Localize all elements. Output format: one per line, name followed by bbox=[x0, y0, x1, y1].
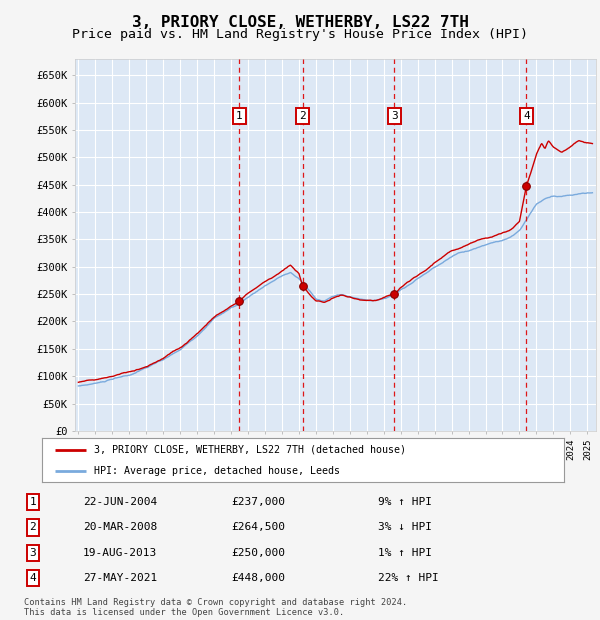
Text: HPI: Average price, detached house, Leeds: HPI: Average price, detached house, Leed… bbox=[94, 466, 340, 476]
Text: 22-JUN-2004: 22-JUN-2004 bbox=[83, 497, 157, 507]
Text: 27-MAY-2021: 27-MAY-2021 bbox=[83, 574, 157, 583]
Text: 2: 2 bbox=[29, 523, 37, 533]
Text: 9% ↑ HPI: 9% ↑ HPI bbox=[378, 497, 432, 507]
Text: £448,000: £448,000 bbox=[231, 574, 285, 583]
Text: 3: 3 bbox=[29, 548, 37, 558]
Text: 19-AUG-2013: 19-AUG-2013 bbox=[83, 548, 157, 558]
Text: 1% ↑ HPI: 1% ↑ HPI bbox=[378, 548, 432, 558]
Text: 1: 1 bbox=[236, 112, 242, 122]
Text: Price paid vs. HM Land Registry's House Price Index (HPI): Price paid vs. HM Land Registry's House … bbox=[72, 29, 528, 41]
Text: 4: 4 bbox=[29, 574, 37, 583]
Text: 3, PRIORY CLOSE, WETHERBY, LS22 7TH: 3, PRIORY CLOSE, WETHERBY, LS22 7TH bbox=[131, 15, 469, 30]
Text: £237,000: £237,000 bbox=[231, 497, 285, 507]
Text: 4: 4 bbox=[523, 112, 530, 122]
Text: 2: 2 bbox=[299, 112, 306, 122]
Text: 22% ↑ HPI: 22% ↑ HPI bbox=[378, 574, 439, 583]
Text: 3, PRIORY CLOSE, WETHERBY, LS22 7TH (detached house): 3, PRIORY CLOSE, WETHERBY, LS22 7TH (det… bbox=[94, 445, 406, 455]
Text: 3: 3 bbox=[391, 112, 398, 122]
Text: £250,000: £250,000 bbox=[231, 548, 285, 558]
Text: 20-MAR-2008: 20-MAR-2008 bbox=[83, 523, 157, 533]
Text: Contains HM Land Registry data © Crown copyright and database right 2024.
This d: Contains HM Land Registry data © Crown c… bbox=[24, 598, 407, 618]
Text: £264,500: £264,500 bbox=[231, 523, 285, 533]
Text: 1: 1 bbox=[29, 497, 37, 507]
Text: 3% ↓ HPI: 3% ↓ HPI bbox=[378, 523, 432, 533]
